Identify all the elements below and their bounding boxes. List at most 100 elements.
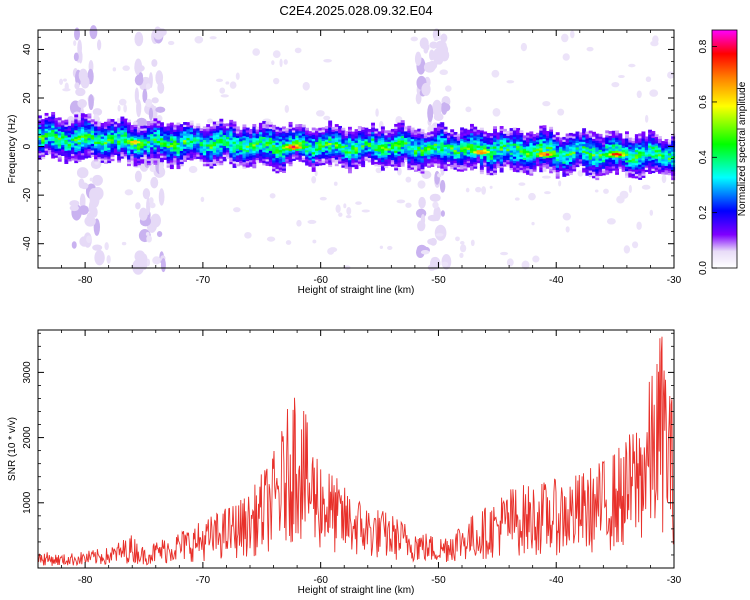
heatmap-cell [169,137,174,141]
heatmap-cell [377,142,382,146]
heatmap-cell [123,155,128,159]
heatmap-cell [311,160,316,164]
heatmap-cell [232,125,237,129]
heatmap-cell [361,153,366,157]
heatmap-cell [103,139,108,143]
heatmap-cell [397,124,402,128]
heatmap-cell [103,141,108,145]
heatmap-cell [321,133,326,137]
heatmap-cell [641,148,646,152]
heatmap-cell [578,152,583,155]
heatmap-cell [611,130,616,134]
heatmap-speckle [465,106,472,113]
heatmap-cell [661,151,666,155]
heatmap-cell [110,127,115,131]
heatmap-cell [278,169,283,173]
heatmap-cell [387,160,392,164]
heatmap-cell [344,161,349,165]
heatmap-cell [90,149,95,153]
heatmap-cell [278,127,283,131]
heatmap-cell [222,125,227,129]
heatmap-cell [288,148,293,151]
heatmap-cell [301,124,306,128]
heatmap-cell [367,135,372,139]
heatmap-cell [153,118,158,122]
heatmap-cell [173,150,178,154]
heatmap-cell [618,148,623,152]
heatmap-cell [361,127,366,130]
heatmap-cell [437,125,441,129]
heatmap-cell [186,157,191,160]
heatmap-cell [285,127,290,131]
heatmap-cell [206,132,211,136]
heatmap-cell [189,151,194,154]
heatmap-cell [202,141,207,145]
heatmap-cell [535,145,540,149]
heatmap-cell [384,152,389,155]
heatmap-cell [265,134,270,138]
heatmap-cell [667,170,672,174]
heatmap-speckle [156,28,167,37]
heatmap-cell [420,162,425,165]
heatmap-cell [585,168,590,172]
heatmap-cell [479,171,484,175]
heatmap-cell [364,129,369,133]
heatmap-cell [397,162,402,165]
heatmap-cell [107,155,112,159]
heatmap-cell [608,163,613,167]
heatmap-cell [598,166,603,170]
heatmap-cell [222,149,227,153]
heatmap-cell [100,146,105,150]
heatmap-cell [107,125,112,129]
heatmap-cell [565,140,570,143]
heatmap-speckle [520,42,528,52]
heatmap-cell [232,121,237,125]
heatmap-cell [54,155,59,158]
heatmap-cell [651,161,656,165]
heatmap-cell [51,136,56,139]
heatmap-cell [631,162,636,166]
heatmap-cell [374,130,379,134]
heatmap-cell [291,127,296,131]
heatmap-cell [103,137,108,140]
heatmap-cell [420,135,425,139]
heatmap-cell [364,149,369,153]
heatmap-cell [354,161,359,165]
heatmap-cell [473,157,478,161]
heatmap-speckle [514,197,520,201]
heatmap-cell [94,121,98,125]
heatmap-cell [275,146,280,150]
heatmap-cell [64,152,69,156]
heatmap-cell [94,130,98,134]
heatmap-speckle [417,180,426,189]
heatmap-cell [361,133,366,137]
heatmap-cell [638,172,643,176]
heatmap-cell [57,156,62,160]
heatmap-cell [380,150,385,154]
heatmap-cell [133,143,138,147]
heatmap-cell [532,153,537,157]
heatmap-cell [258,122,263,126]
heatmap-cell [628,172,633,176]
heatmap-cell [641,175,646,178]
heatmap-cell [54,130,59,134]
heatmap-cell [364,136,369,140]
heatmap-cell [578,160,583,164]
heatmap-cell [94,136,98,140]
heatmap-cell [80,146,85,149]
heatmap-cell [321,142,326,146]
heatmap-cell [341,149,346,153]
heatmap-cell [107,123,112,126]
heatmap-cell [470,130,474,134]
heatmap-cell [486,163,491,167]
heatmap-cell [232,127,237,131]
heatmap-cell [502,131,507,134]
heatmap-cell [156,155,161,159]
heatmap-cell [638,142,643,145]
heatmap-cell [568,159,573,162]
heatmap-cell [103,143,108,147]
heatmap-cell [552,158,557,162]
heatmap-cell [394,130,399,134]
heatmap-cell [578,147,583,151]
heatmap-cell [397,144,402,148]
